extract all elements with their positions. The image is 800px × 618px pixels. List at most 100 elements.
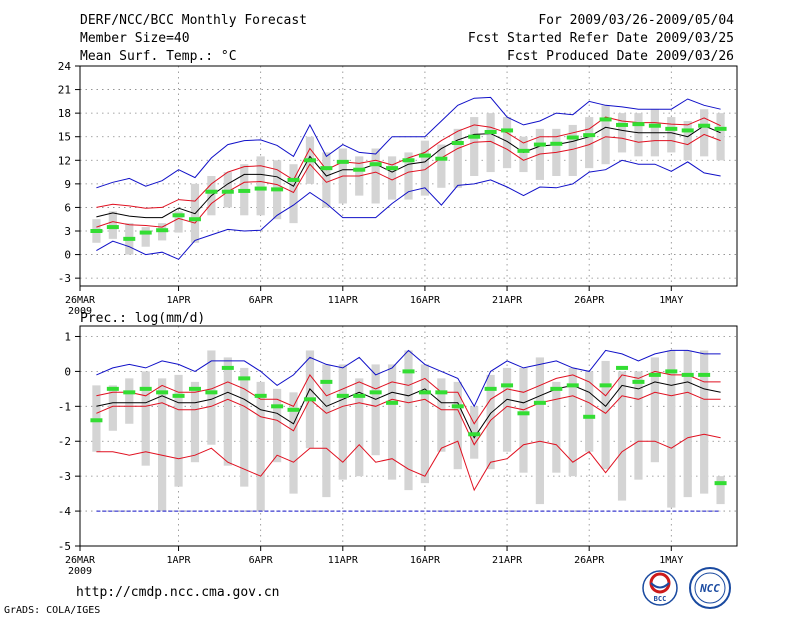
observed-marker [271, 404, 284, 409]
observed-marker [533, 400, 546, 405]
spread-bar [667, 350, 676, 508]
observed-marker [172, 393, 185, 398]
observed-marker [386, 400, 399, 405]
observed-marker [188, 386, 201, 391]
spread-bar [371, 364, 380, 456]
observed-marker [303, 158, 316, 163]
spread-bar [568, 367, 577, 477]
x-tick-label: 21APR [492, 295, 523, 306]
x-tick-label: 21APR [492, 555, 523, 566]
observed-marker [484, 130, 497, 134]
y-tick-label: 6 [64, 201, 71, 214]
y-tick-label: 1 [64, 330, 71, 343]
spread-bar [289, 164, 298, 224]
spread-bar [108, 385, 117, 431]
observed-marker [632, 379, 645, 384]
observed-marker [714, 481, 727, 486]
observed-marker [353, 167, 366, 172]
observed-marker [172, 213, 185, 218]
spread-bar [552, 381, 561, 473]
observed-marker [468, 432, 481, 437]
observed-marker [418, 153, 431, 158]
spread-bar [700, 109, 709, 157]
y-tick-label: -5 [58, 540, 71, 553]
spread-bar [700, 350, 709, 494]
spread-bar [453, 381, 462, 470]
spread-bar [420, 140, 430, 196]
series-line-q25 [96, 133, 721, 228]
x-tick-label: 1APR [167, 555, 192, 566]
x-year-label: 2009 [68, 566, 92, 577]
spread-bar [486, 113, 495, 173]
y-tick-label: -3 [58, 272, 71, 285]
spread-bar [667, 117, 676, 153]
plot-frame [79, 65, 738, 287]
observed-marker [320, 379, 333, 384]
observed-marker [550, 141, 563, 146]
observed-marker [451, 141, 464, 145]
series-line-q75 [96, 116, 721, 209]
spread-bar [338, 364, 347, 480]
spread-bar [453, 128, 462, 188]
spread-bar [289, 392, 298, 494]
observed-marker [402, 369, 415, 374]
member-size: Member Size=40 [80, 31, 190, 46]
x-tick-label: 6APR [249, 295, 274, 306]
observed-marker [353, 393, 366, 398]
precip-title: Prec.: log(mm/d) [80, 311, 205, 326]
observed-marker [336, 393, 349, 398]
x-tick-label: 1APR [167, 295, 192, 306]
y-tick-label: 9 [64, 178, 71, 191]
observed-marker [188, 217, 201, 222]
spread-bar [683, 350, 692, 498]
observed-marker [435, 390, 448, 395]
y-tick-label: -3 [58, 470, 71, 483]
observed-marker [287, 177, 300, 182]
spread-bar [404, 350, 413, 491]
observed-marker [583, 414, 596, 419]
forecast-produced: Fcst Produced Date 2009/03/26 [507, 49, 734, 64]
observed-marker [435, 156, 448, 161]
series-line-max [96, 96, 721, 189]
spread-bar [650, 357, 659, 463]
spread-bar [322, 152, 331, 208]
spread-bar [634, 113, 643, 157]
spread-bar [716, 113, 725, 161]
observed-marker [320, 166, 333, 171]
series-line-q75 [96, 370, 721, 425]
observed-marker [205, 189, 218, 194]
observed-marker [648, 123, 661, 128]
precipitation-panel: -5 -4 -3 -2 -1 0 1 26MAR 1APR 6APR 11APR 16APR 21APR… [58, 325, 738, 577]
spread-bar [387, 364, 397, 480]
observed-marker [681, 128, 694, 133]
spread-bar [486, 374, 495, 470]
observed-marker [616, 365, 629, 370]
spread-bar [634, 371, 643, 480]
spread-bar [502, 367, 512, 452]
x-tick-label: 1MAY [659, 295, 683, 306]
bcc-logo-text: BCC [654, 595, 667, 603]
observed-marker [271, 187, 284, 192]
observed-marker [566, 135, 579, 140]
spread-bar [470, 117, 479, 176]
spread-bar [585, 371, 594, 452]
observed-marker [386, 166, 399, 171]
spread-bar [174, 211, 183, 233]
observed-marker [139, 386, 152, 391]
x-tick-label: 11APR [328, 295, 359, 306]
observed-marker [599, 383, 612, 388]
observed-marker [238, 188, 251, 193]
observed-marker [402, 158, 415, 163]
x-tick-label: 6APR [249, 555, 274, 566]
spread-bar [617, 371, 627, 501]
y-tick-label: -4 [58, 505, 72, 518]
series-line-q50 [96, 381, 721, 439]
spread-bar [502, 117, 512, 169]
source-url[interactable]: http://cmdp.ncc.cma.gov.cn [76, 585, 280, 600]
ncc-logo: NCC [689, 567, 731, 609]
observed-marker [533, 142, 546, 147]
y-tick-label: 24 [58, 60, 72, 73]
x-year-label: 2009 [68, 306, 92, 317]
y-tick-label: 15 [58, 131, 71, 144]
